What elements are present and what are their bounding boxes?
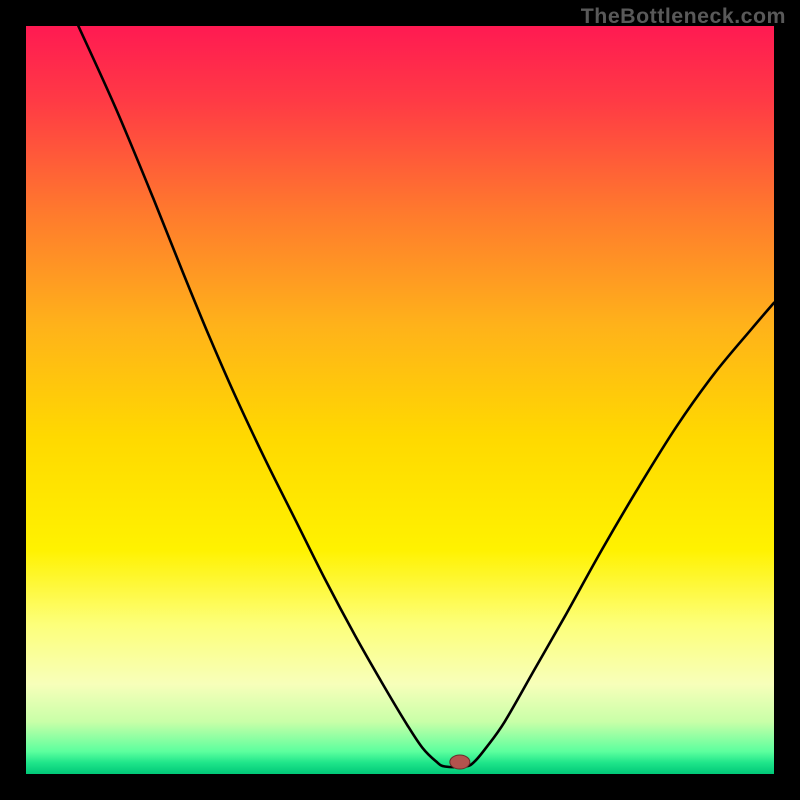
chart-frame: TheBottleneck.com <box>0 0 800 800</box>
bottleneck-curve-chart <box>0 0 800 800</box>
watermark-label: TheBottleneck.com <box>581 4 786 29</box>
plot-area <box>26 26 774 774</box>
optimal-point-marker <box>450 755 470 769</box>
